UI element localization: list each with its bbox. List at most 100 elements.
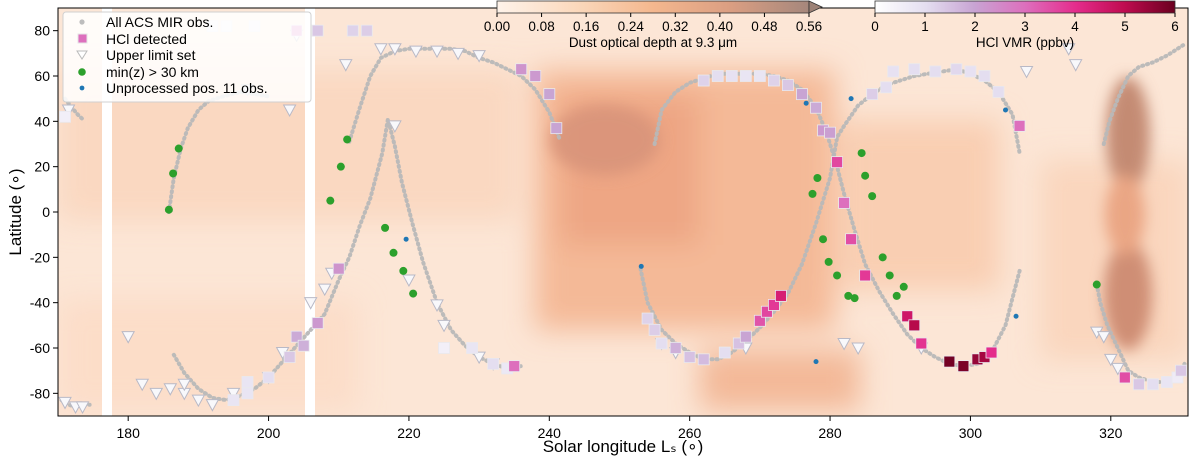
minz-marker <box>326 196 335 205</box>
minz-marker <box>824 257 833 266</box>
x-axis-label: Solar longitude Lₛ (∘) <box>543 437 704 456</box>
obs-track-segment <box>63 96 85 122</box>
dust-colorbar-extend-arrow <box>808 0 823 14</box>
hcl-detected-marker <box>648 323 661 336</box>
upper-limit-marker <box>388 120 402 133</box>
obs-track-segment <box>1101 42 1187 146</box>
legend-label-hcl: HCl detected <box>106 31 187 47</box>
y-tick-label: -80 <box>30 385 50 401</box>
hcl-detected-marker <box>985 346 998 359</box>
minz-marker <box>885 271 894 280</box>
hcl-colorbar-fill <box>874 0 1176 14</box>
hcl-detected-marker <box>641 312 654 325</box>
hcl-detected-marker <box>543 88 556 101</box>
upper-limit-marker <box>191 394 206 408</box>
minz-marker <box>1092 280 1101 289</box>
x-tick-label: 240 <box>538 425 562 441</box>
unprocessed-marker <box>638 263 644 269</box>
upper-limit-marker <box>472 50 486 63</box>
hcl-detected-marker <box>1147 378 1159 391</box>
upper-limit-marker <box>61 104 76 118</box>
hcl-detected-marker <box>438 342 450 354</box>
hcl-colorbar-tick-label: 4 <box>1071 19 1079 34</box>
unprocessed-marker <box>848 96 854 102</box>
hcl-detected-marker <box>262 371 275 384</box>
upper-limit-marker <box>430 45 444 59</box>
upper-limit-marker <box>282 104 297 118</box>
upper-limit-marker <box>135 378 150 392</box>
minz-marker <box>164 205 173 214</box>
hcl-detected-marker <box>768 74 780 87</box>
dust-colorbar-tick-label: 0.16 <box>573 19 599 34</box>
hcl-detected-marker <box>697 353 710 366</box>
hcl-detected-marker <box>311 24 324 37</box>
upper-limit-marker <box>437 319 451 333</box>
hcl-detected-marker <box>753 314 766 327</box>
hcl-detected-marker <box>669 342 682 354</box>
minz-marker <box>892 291 901 300</box>
dust-colorbar-ticks: 0.00 0.08 0.16 0.24 0.32 0.40 0.48 0.56 <box>484 13 822 34</box>
upper-limit-marker <box>409 45 423 59</box>
hcl-detected-marker <box>901 310 914 323</box>
unprocessed-marker <box>1003 107 1009 113</box>
hcl-detected-marker <box>950 63 963 76</box>
x-tick-label: 320 <box>1099 425 1123 441</box>
minz-marker <box>409 289 418 298</box>
hcl-detected-marker <box>1132 378 1145 391</box>
hcl-detected-marker <box>683 351 696 363</box>
hcl-detected-marker <box>739 70 752 82</box>
hcl-detected-marker <box>1161 376 1173 388</box>
hcl-detected-marker <box>466 342 478 354</box>
hcl-colorbar-tick-label: 0 <box>871 19 879 34</box>
legend-label-unprocessed: Unprocessed pos. 11 obs. <box>106 80 268 96</box>
hcl-detected-marker <box>978 70 991 82</box>
minz-marker <box>868 192 877 201</box>
upper-limit-marker <box>1096 331 1111 344</box>
dust-colorbar-tick-label: 0.24 <box>618 19 645 34</box>
hcl-detected-marker <box>929 65 942 78</box>
x-tick-label: 220 <box>397 425 421 441</box>
hcl-detected-marker <box>1175 364 1187 377</box>
hcl-detected-marker <box>908 63 921 76</box>
y-tick-label: 80 <box>34 23 50 39</box>
hcl-detected-marker <box>227 394 240 407</box>
minz-marker <box>857 149 866 158</box>
minz-marker <box>850 294 859 303</box>
hcl-detected-marker <box>346 24 359 37</box>
dust-colorbar: 0.00 0.08 0.16 0.24 0.32 0.40 0.48 0.56 Dust op… <box>484 0 823 50</box>
upper-limit-marker <box>1103 353 1118 367</box>
hcl-detected-marker <box>753 70 766 82</box>
x-tick-label: 260 <box>678 425 702 441</box>
upper-limit-marker <box>163 383 178 396</box>
upper-limit-marker <box>1110 362 1125 376</box>
y-tick-label: 20 <box>34 159 50 175</box>
hcl-detected-marker <box>550 122 563 135</box>
hcl-detected-marker <box>831 156 843 169</box>
dust-heatmap <box>58 8 1188 416</box>
hcl-detected-marker <box>360 24 373 37</box>
hcl-detected-marker <box>241 376 254 388</box>
legend-label-upper-limit: Upper limit set <box>106 47 196 63</box>
obs-points <box>58 20 1187 414</box>
hcl-detected-marker <box>508 360 521 373</box>
hcl-detected-marker <box>283 351 296 363</box>
minz-marker <box>833 271 842 280</box>
minz-marker <box>899 282 908 291</box>
minz-marker <box>878 253 887 262</box>
minz-marker <box>399 266 408 275</box>
hcl-detected-marker <box>845 233 858 246</box>
legend-marker-minz <box>78 68 86 76</box>
hcl-detected-marker <box>655 337 668 350</box>
hcl-detected-marker <box>992 85 1005 98</box>
unprocessed-marker <box>403 236 409 242</box>
hcl-detected-marker <box>859 269 872 282</box>
y-tick-label: -60 <box>30 340 50 356</box>
minz-marker <box>808 189 817 198</box>
upper-limit-marker <box>388 43 402 56</box>
upper-limit-marker <box>402 274 416 288</box>
dust-colorbar-label: Dust optical depth at 9.3 μm <box>569 35 737 50</box>
hcl-detected-marker <box>810 101 822 114</box>
upper-limit-marker <box>451 47 465 61</box>
y-axis-label: Latitude (∘) <box>6 168 25 255</box>
